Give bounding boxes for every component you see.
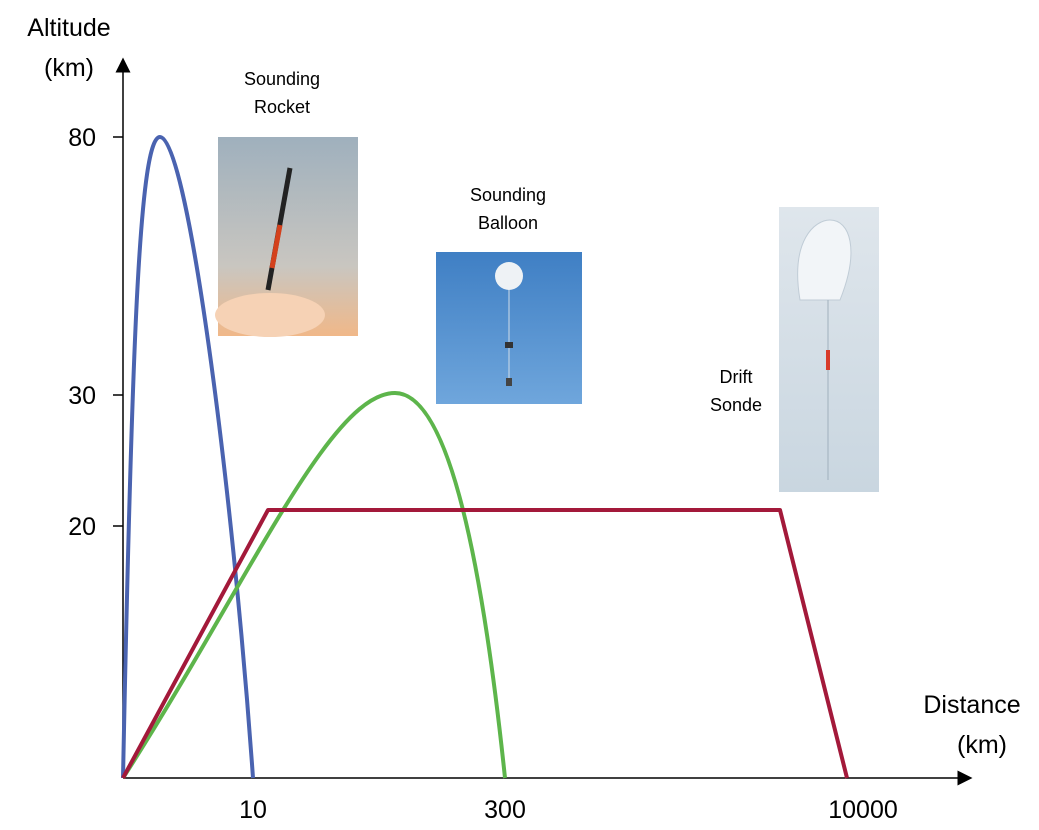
rocket-photo [215, 137, 358, 337]
x-axis-label: Distance [923, 691, 1020, 719]
diagram: Altitude (km) Distance (km) 80 30 20 10 … [0, 0, 1039, 830]
y-axis-label: Altitude [27, 14, 110, 42]
x-tick-label: 10000 [828, 796, 898, 824]
x-axis-label: (km) [957, 731, 1007, 759]
balloon-photo [436, 252, 582, 404]
x-tick-label: 10 [239, 796, 267, 824]
y-tick-label: 80 [68, 124, 96, 152]
annotation: Sonde [710, 395, 762, 415]
x-tick-label: 300 [484, 796, 526, 824]
drift-sonde-photo [779, 207, 879, 492]
annotation: Drift [720, 367, 753, 387]
y-axis-label: (km) [44, 54, 94, 82]
balloon-trajectory [123, 393, 505, 778]
annotation: Rocket [254, 97, 310, 117]
y-tick-label: 30 [68, 382, 96, 410]
annotation: Sounding [470, 185, 546, 205]
tick-marks [113, 137, 123, 526]
annotation: Sounding [244, 69, 320, 89]
annotation: Balloon [478, 213, 538, 233]
y-tick-label: 20 [68, 513, 96, 541]
